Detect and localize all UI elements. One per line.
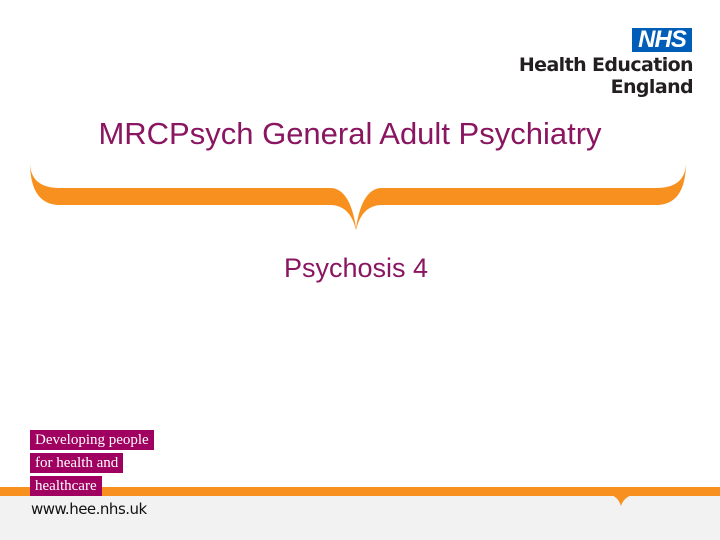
nhs-logo: NHS	[632, 28, 692, 52]
organisation-name: Health Education England	[518, 54, 694, 98]
footer-orange-bar	[0, 487, 720, 496]
tagline-line-1: Developing people	[30, 430, 154, 450]
tagline-line-2: for health and	[30, 453, 124, 473]
footer-background	[0, 495, 720, 540]
website-url: www.hee.nhs.uk	[31, 500, 147, 518]
curly-brace-divider	[30, 162, 686, 230]
footer-notch	[608, 494, 636, 506]
slide-subtitle: Psychosis 4	[283, 253, 429, 283]
tagline-line-3: healthcare	[30, 476, 102, 496]
slide-title: MRCPsych General Adult Psychiatry	[98, 116, 602, 151]
